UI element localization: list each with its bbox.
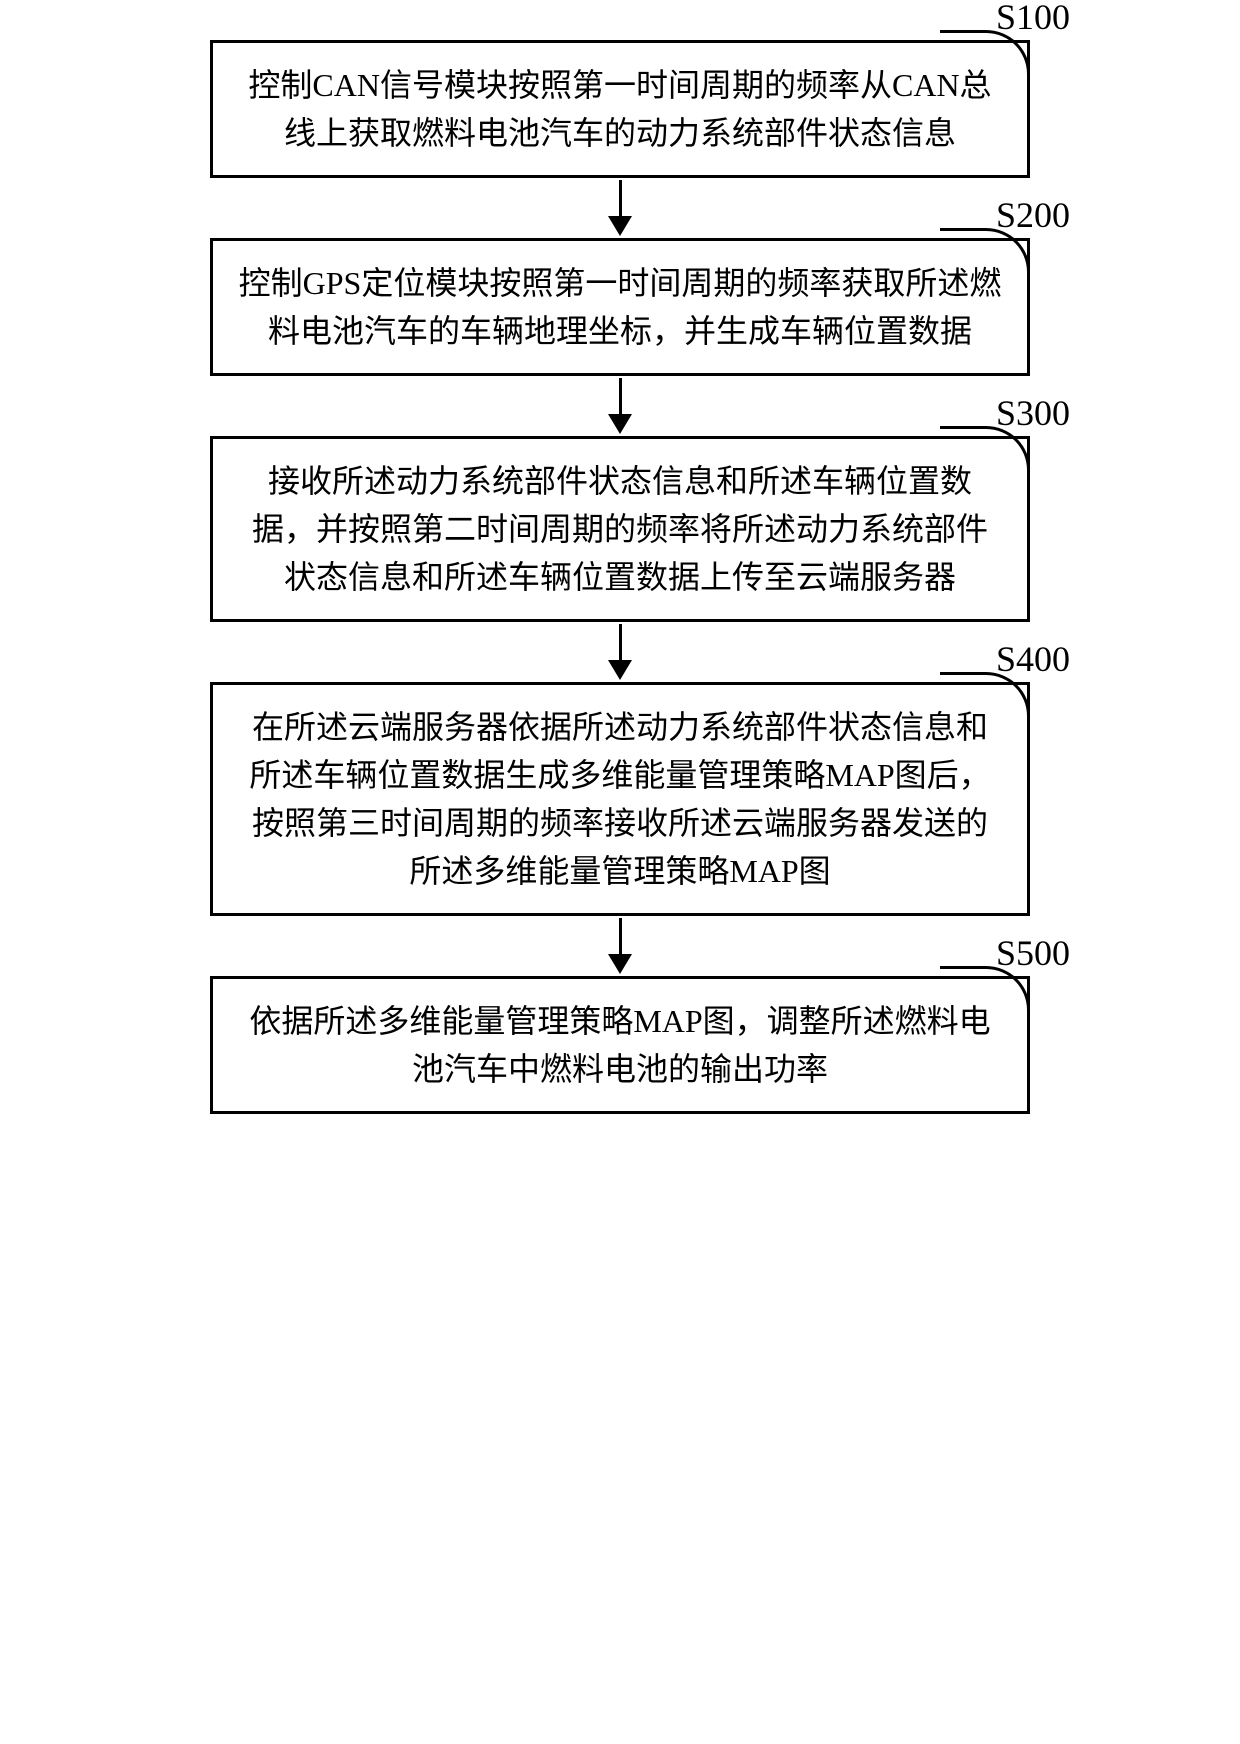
step-label: S100 xyxy=(996,0,1070,38)
flowchart-box: 依据所述多维能量管理策略MAP图，调整所述燃料电池汽车中燃料电池的输出功率 xyxy=(210,976,1030,1114)
flowchart-box: 在所述云端服务器依据所述动力系统部件状态信息和所述车辆位置数据生成多维能量管理策… xyxy=(210,682,1030,916)
flowchart-box: 接收所述动力系统部件状态信息和所述车辆位置数据，并按照第二时间周期的频率将所述动… xyxy=(210,436,1030,622)
step-label: S400 xyxy=(996,638,1070,680)
step-container: S400 在所述云端服务器依据所述动力系统部件状态信息和所述车辆位置数据生成多维… xyxy=(20,682,1220,916)
flowchart-box: 控制GPS定位模块按照第一时间周期的频率获取所述燃料电池汽车的车辆地理坐标，并生… xyxy=(210,238,1030,376)
arrow-head-icon xyxy=(608,660,632,680)
arrow-line xyxy=(619,180,622,216)
step-container: S300 接收所述动力系统部件状态信息和所述车辆位置数据，并按照第二时间周期的频… xyxy=(20,436,1220,622)
step-label: S500 xyxy=(996,932,1070,974)
arrow-head-icon xyxy=(608,414,632,434)
flowchart-box: 控制CAN信号模块按照第一时间周期的频率从CAN总线上获取燃料电池汽车的动力系统… xyxy=(210,40,1030,178)
step-label: S200 xyxy=(996,194,1070,236)
step-container: S200 控制GPS定位模块按照第一时间周期的频率获取所述燃料电池汽车的车辆地理… xyxy=(20,238,1220,376)
flowchart-arrow xyxy=(608,622,632,682)
flowchart-arrow xyxy=(608,376,632,436)
arrow-line xyxy=(619,624,622,660)
flowchart-container: S100 控制CAN信号模块按照第一时间周期的频率从CAN总线上获取燃料电池汽车… xyxy=(20,40,1220,1114)
step-container: S100 控制CAN信号模块按照第一时间周期的频率从CAN总线上获取燃料电池汽车… xyxy=(20,40,1220,178)
arrow-line xyxy=(619,918,622,954)
arrow-head-icon xyxy=(608,954,632,974)
step-label: S300 xyxy=(996,392,1070,434)
flowchart-arrow xyxy=(608,916,632,976)
arrow-line xyxy=(619,378,622,414)
flowchart-arrow xyxy=(608,178,632,238)
arrow-head-icon xyxy=(608,216,632,236)
step-container: S500 依据所述多维能量管理策略MAP图，调整所述燃料电池汽车中燃料电池的输出… xyxy=(20,976,1220,1114)
